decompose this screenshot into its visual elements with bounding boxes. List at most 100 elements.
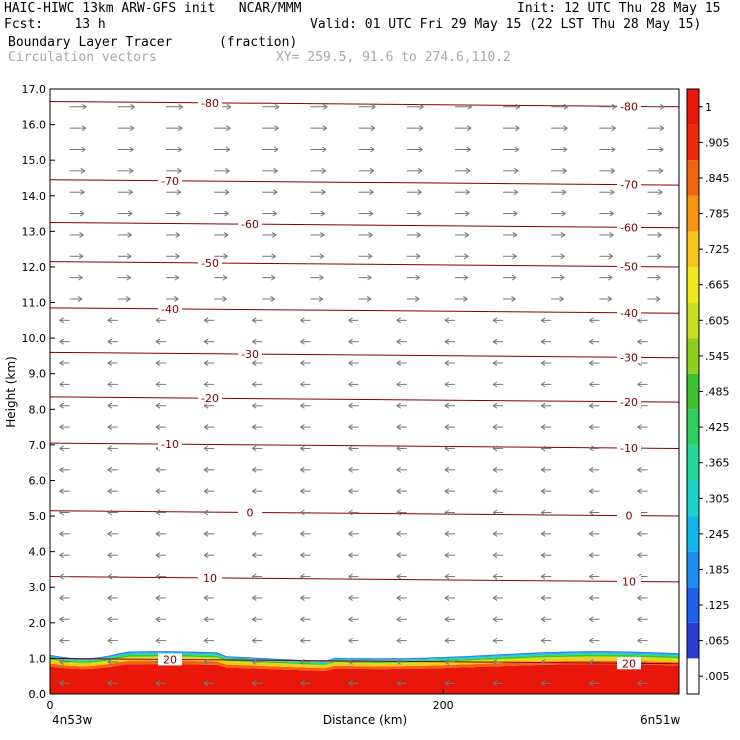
contour--20 — [50, 396, 679, 403]
vector-arrowhead — [107, 402, 113, 409]
colorbar-cell — [687, 89, 699, 125]
vector-arrowhead — [59, 659, 64, 665]
vector-arrowhead — [224, 189, 230, 196]
vector-arrowhead — [540, 402, 546, 409]
vector-arrowhead — [657, 210, 663, 217]
vector-arrowhead — [611, 125, 616, 132]
vector-arrowhead — [368, 210, 374, 217]
vector-arrowhead — [492, 360, 498, 366]
x-tick-label: 0 — [47, 699, 54, 712]
vector-arrowhead — [128, 167, 134, 174]
vector-arrowhead — [561, 189, 567, 196]
vector-arrowhead — [59, 445, 64, 452]
vector-arrowhead — [608, 274, 613, 281]
x-tick-label: 200 — [433, 699, 454, 712]
vector-arrowhead — [203, 317, 209, 324]
vector-arrowhead — [300, 552, 305, 559]
header-line1-right: Init: 12 UTC Thu 28 May 15 — [517, 1, 721, 16]
vector-arrowhead — [80, 167, 86, 174]
vector-arrowhead — [348, 381, 353, 388]
contour-labels: 20 20 10 10 0 0 -10 -10 -20 -20 -30 -30 -40 -40 -50 -50… — [158, 96, 641, 670]
vector-arrowhead — [271, 231, 277, 238]
contour-label-bg — [617, 395, 641, 408]
contour-label--20: -20 — [201, 392, 219, 405]
colorbar-cell — [687, 160, 699, 196]
vector-arrowhead — [107, 637, 113, 644]
vector-arrowhead — [300, 573, 305, 580]
vector-arrowhead — [252, 594, 257, 601]
vector-arrowhead — [82, 103, 87, 110]
vector-arrowhead — [107, 509, 113, 516]
vector-arrowhead — [540, 594, 546, 601]
contour-label--60: -60 — [241, 218, 259, 231]
vector-arrowhead — [637, 616, 642, 623]
contour-label--10: -10 — [620, 442, 638, 455]
vector-arrowhead — [107, 530, 113, 537]
vector-arrowhead — [540, 616, 546, 623]
colorbar-label: .245 — [705, 528, 730, 541]
vector-arrowhead — [637, 424, 642, 431]
vector-arrowhead — [224, 210, 229, 217]
vector-arrowhead — [155, 338, 161, 345]
vector-arrowhead — [444, 530, 450, 537]
vector-arrowhead — [656, 274, 661, 281]
vector-title: Circulation vectors — [8, 50, 157, 65]
vector-arrowhead — [637, 552, 642, 559]
vector-arrowhead — [252, 317, 257, 324]
vector-arrowhead — [155, 466, 161, 473]
contour-label--60: -60 — [620, 221, 638, 234]
contour-label--30: -30 — [241, 348, 259, 361]
tracer-band — [50, 664, 679, 694]
vector-arrowhead — [444, 424, 450, 431]
temperature-contours — [50, 100, 679, 665]
vector-arrowhead — [203, 594, 209, 601]
y-tick-label: 12.0 — [22, 261, 47, 274]
contour-label--30: -30 — [620, 351, 638, 364]
vector-arrowhead — [59, 637, 64, 644]
vector-arrowhead — [396, 466, 402, 473]
vector-arrowhead — [444, 360, 450, 366]
vector-arrowhead — [396, 317, 402, 324]
vector-arrowhead — [252, 552, 257, 559]
vector-arrowhead — [540, 317, 546, 324]
y-tick-label: 15.0 — [22, 154, 47, 167]
contour-label--80: -80 — [201, 97, 219, 110]
colorbar-label: .785 — [705, 208, 730, 221]
vector-arrowhead — [589, 338, 594, 345]
vector-arrowhead — [130, 103, 135, 110]
vector-arrowhead — [396, 659, 402, 665]
vector-arrowhead — [252, 466, 257, 473]
vector-arrowhead — [107, 488, 113, 495]
contour-label-bg — [617, 575, 641, 588]
vector-arrowhead — [252, 338, 257, 345]
contour-label-bg — [198, 96, 222, 109]
contour--30 — [50, 351, 679, 359]
y-tick-label: 2.0 — [29, 617, 47, 630]
vector-arrowhead — [203, 466, 209, 473]
colorbar-label: .125 — [705, 599, 730, 612]
vector-arrowhead — [318, 296, 324, 302]
vector-arrowhead — [348, 466, 353, 473]
tracer-field — [50, 651, 679, 694]
vector-arrowhead — [511, 296, 516, 302]
vector-arrowhead — [492, 552, 498, 559]
vector-arrowhead — [252, 680, 257, 687]
vector-arrowhead — [348, 552, 353, 559]
vector-arrowhead — [178, 103, 183, 110]
vector-arrowhead — [492, 424, 498, 431]
field-title: Boundary Layer Tracer — [8, 35, 173, 50]
vector-arrowhead — [492, 530, 498, 537]
vector-arrowhead — [79, 210, 85, 217]
contour-label-bg — [198, 392, 222, 405]
y-tick-label: 11.0 — [22, 297, 47, 310]
vector-arrowhead — [396, 424, 402, 431]
vector-arrowhead — [223, 231, 229, 238]
vector-arrowhead — [658, 189, 663, 196]
contour-label--50: -50 — [620, 261, 638, 274]
vector-arrowhead — [637, 637, 642, 644]
vector-arrowhead — [125, 296, 131, 302]
contour--60 — [50, 221, 679, 229]
contour-label-bg — [617, 351, 641, 364]
vector-arrowhead — [270, 274, 276, 281]
y-tick-label: 10.0 — [22, 332, 47, 345]
